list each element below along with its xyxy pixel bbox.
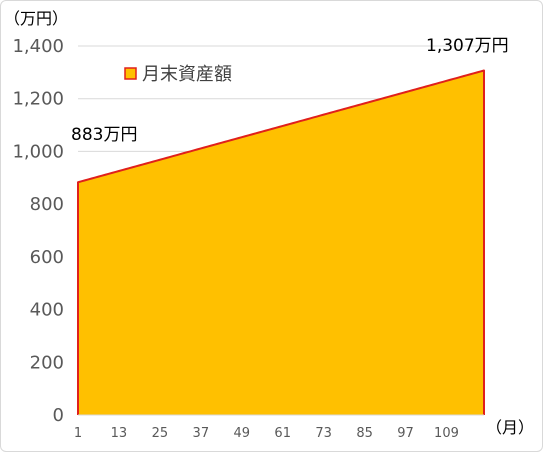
- y-tick-label: 1,000: [12, 141, 64, 162]
- y-tick-label: 1,400: [12, 36, 64, 57]
- y-tick-label: 1,200: [12, 89, 64, 110]
- y-tick-label: 600: [30, 247, 64, 268]
- x-tick-label: 49: [233, 426, 250, 441]
- start-value-annotation: 883万円: [71, 125, 137, 145]
- x-axis-ticks: 1 13 25 37 49 61 73 85 97 109: [74, 426, 459, 441]
- x-tick-label: 13: [111, 426, 128, 441]
- area-fill: [78, 70, 484, 415]
- x-tick-label: 73: [315, 426, 332, 441]
- y-axis-ticks: 0 200 400 600 800 1,000 1,200 1,400: [12, 36, 64, 426]
- end-value-annotation: 1,307万円: [426, 36, 509, 56]
- x-tick-label: 97: [397, 426, 414, 441]
- x-tick-label: 85: [356, 426, 373, 441]
- legend-label: 月末資産額: [142, 64, 232, 85]
- y-tick-label: 400: [30, 300, 64, 321]
- y-tick-label: 0: [53, 405, 64, 426]
- plot-area: [77, 69, 485, 416]
- x-tick-label: 37: [193, 426, 210, 441]
- legend-swatch: [124, 67, 137, 80]
- area-outline: [77, 69, 485, 415]
- y-axis-unit-label: （万円）: [4, 9, 68, 28]
- x-tick-label: 109: [434, 426, 459, 441]
- y-tick-label: 800: [30, 194, 64, 215]
- x-tick-label: 61: [274, 426, 291, 441]
- legend: 月末資産額: [124, 64, 232, 85]
- x-axis-unit-label: （月）: [486, 418, 534, 437]
- x-tick-label: 25: [152, 426, 169, 441]
- y-tick-label: 200: [30, 352, 64, 373]
- x-tick-label: 1: [74, 426, 82, 441]
